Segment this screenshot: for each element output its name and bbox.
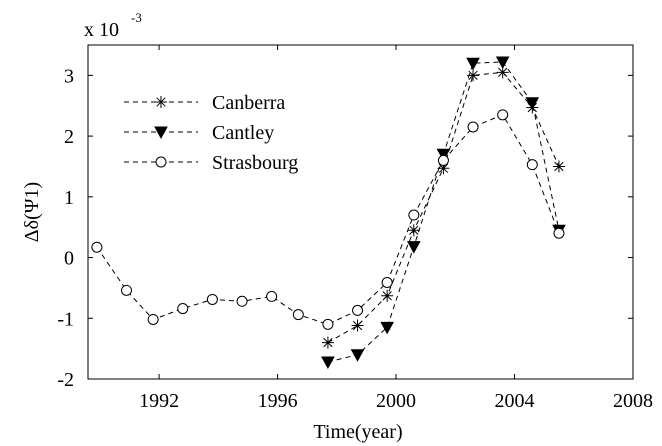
data-point bbox=[466, 57, 480, 71]
y-tick-label: 2 bbox=[64, 126, 74, 148]
x-tick-label: 1992 bbox=[139, 390, 179, 412]
x-axis-label: Time(year) bbox=[313, 421, 402, 443]
y-tick-label: -1 bbox=[57, 308, 74, 330]
legend-marker bbox=[154, 126, 168, 140]
data-point bbox=[380, 321, 395, 335]
y-tick-label: 0 bbox=[64, 248, 74, 270]
data-point bbox=[495, 56, 510, 70]
data-point bbox=[407, 224, 420, 237]
data-point bbox=[147, 314, 159, 325]
x-tick-label: 2008 bbox=[613, 390, 653, 412]
data-point bbox=[408, 209, 420, 221]
data-point bbox=[467, 121, 479, 133]
y-tick-label: -2 bbox=[57, 369, 74, 391]
plot-frame bbox=[87, 44, 634, 380]
legend-label: Strasbourg bbox=[212, 152, 298, 174]
data-point bbox=[525, 97, 540, 110]
y-tick-label: 3 bbox=[64, 65, 74, 87]
data-point bbox=[351, 319, 364, 332]
data-point bbox=[467, 69, 480, 82]
data-point bbox=[206, 294, 218, 305]
data-point bbox=[350, 349, 365, 362]
y-tick-label: 1 bbox=[64, 187, 74, 209]
series-line bbox=[96, 114, 560, 325]
data-point bbox=[177, 303, 189, 314]
y-multiplier: x 10 bbox=[84, 19, 119, 41]
data-point bbox=[352, 304, 364, 316]
series-line bbox=[327, 61, 560, 363]
x-tick-label: 2000 bbox=[376, 390, 416, 412]
data-point bbox=[437, 154, 449, 166]
data-point bbox=[496, 66, 509, 79]
data-point bbox=[497, 109, 509, 121]
x-tick-label: 2004 bbox=[495, 390, 535, 412]
data-point bbox=[406, 241, 421, 254]
legend-label: Cantley bbox=[212, 122, 274, 144]
data-point bbox=[381, 289, 394, 302]
data-point bbox=[437, 162, 450, 175]
data-point bbox=[436, 148, 451, 162]
legend-label: Canberra bbox=[212, 92, 285, 114]
data-point bbox=[381, 277, 393, 288]
data-point bbox=[292, 309, 304, 321]
data-point bbox=[266, 290, 278, 302]
data-point bbox=[91, 241, 103, 253]
data-point bbox=[321, 336, 334, 349]
y-multiplier-power: -3 bbox=[131, 10, 142, 25]
y-axis-label: Δδ(Ψ1) bbox=[21, 182, 43, 242]
series-line bbox=[327, 71, 560, 343]
data-point bbox=[236, 295, 248, 307]
data-point bbox=[322, 318, 334, 330]
data-point bbox=[321, 356, 335, 370]
data-point bbox=[552, 160, 565, 173]
data-point bbox=[553, 227, 565, 239]
x-tick-label: 1996 bbox=[258, 390, 298, 412]
data-point bbox=[121, 284, 133, 296]
legend-marker bbox=[155, 156, 167, 168]
data-point bbox=[526, 159, 538, 171]
legend-marker bbox=[155, 96, 167, 108]
